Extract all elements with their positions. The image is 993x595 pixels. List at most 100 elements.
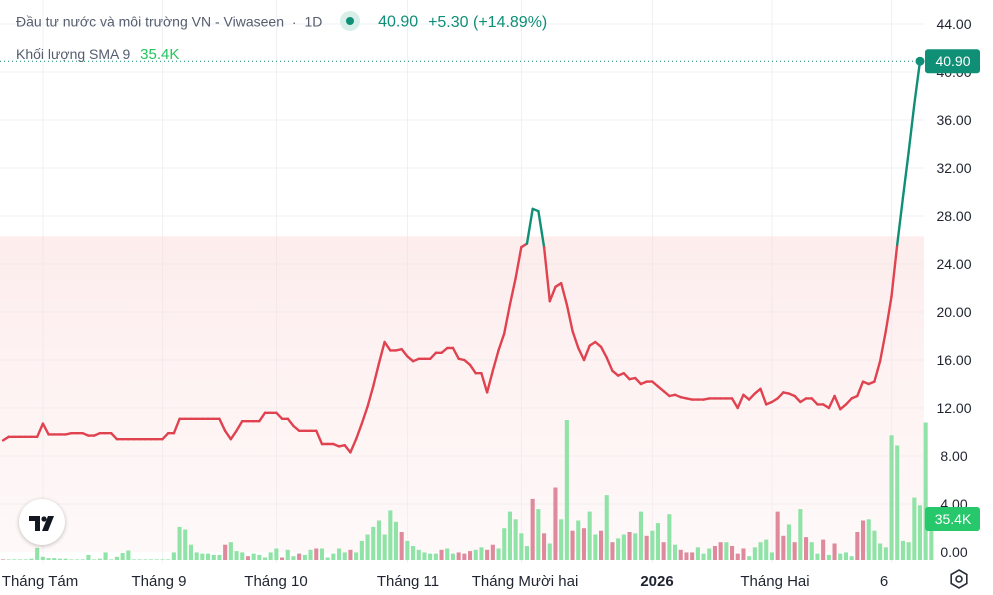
volume-bar bbox=[547, 543, 552, 560]
volume-bar bbox=[399, 532, 404, 560]
volume-bar bbox=[80, 559, 85, 560]
volume-bar bbox=[92, 559, 97, 560]
price-line-segment bbox=[747, 392, 756, 401]
volume-bar bbox=[285, 549, 290, 560]
price-line-segment bbox=[730, 397, 739, 410]
volume-bar bbox=[496, 548, 501, 560]
volume-bar bbox=[730, 546, 735, 560]
volume-bar bbox=[752, 547, 757, 560]
x-tick-label: 2026 bbox=[640, 573, 673, 590]
volume-bar bbox=[240, 552, 245, 560]
volume-bar bbox=[838, 553, 843, 560]
volume-label-bg bbox=[925, 507, 980, 531]
volume-bar bbox=[735, 553, 740, 560]
volume-bar bbox=[171, 552, 176, 560]
price-line-segment bbox=[742, 393, 751, 401]
volume-bar bbox=[245, 556, 250, 560]
x-tick-label: 6 bbox=[880, 573, 888, 590]
price-line-segment bbox=[497, 332, 506, 352]
price-line-segment bbox=[36, 422, 45, 438]
volume-bar bbox=[655, 523, 660, 560]
y-tick-label: 28.00 bbox=[936, 208, 971, 224]
volume-indicator-label[interactable]: Khối lượng SMA 9 bbox=[16, 46, 131, 62]
price-line-segment bbox=[599, 345, 608, 359]
volume-bar bbox=[405, 540, 410, 560]
price-line-segment bbox=[605, 356, 614, 372]
volume-bar bbox=[291, 556, 296, 560]
y-tick-label: 12.00 bbox=[936, 400, 971, 416]
volume-bar bbox=[297, 553, 302, 560]
price-line-segment bbox=[503, 303, 512, 335]
price-line-segment bbox=[218, 417, 227, 432]
volume-bar bbox=[200, 553, 205, 560]
volume-bar bbox=[194, 552, 199, 560]
volume-bar bbox=[524, 546, 529, 560]
price-line-segment bbox=[480, 372, 489, 394]
price-line-segment bbox=[776, 391, 785, 400]
volume-bar bbox=[319, 548, 324, 560]
price-line-segment bbox=[406, 355, 415, 363]
symbol-title[interactable]: Đầu tư nước và môi trường VN - Viwaseen bbox=[16, 13, 284, 30]
volume-bar bbox=[621, 534, 626, 560]
volume-bar bbox=[428, 553, 433, 560]
price-line-segment bbox=[839, 403, 848, 411]
volume-bar bbox=[678, 549, 683, 560]
price-line-segment bbox=[366, 385, 375, 408]
volume-bar bbox=[627, 532, 632, 560]
volume-bar bbox=[103, 552, 108, 560]
volume-bar bbox=[570, 530, 575, 560]
x-tick-label: Tháng Mười hai bbox=[472, 573, 579, 590]
gear-icon[interactable] bbox=[948, 568, 970, 590]
volume-bar bbox=[826, 554, 831, 560]
separator-dot: · bbox=[291, 13, 297, 30]
x-tick-label: Tháng Hai bbox=[740, 573, 809, 590]
volume-bar bbox=[536, 509, 541, 560]
price-line-segment bbox=[896, 196, 905, 247]
last-price-label: 40.90 bbox=[935, 53, 970, 69]
volume-bar bbox=[302, 554, 307, 560]
last-price-dot bbox=[915, 56, 925, 66]
volume-bar bbox=[587, 511, 592, 560]
volume-bar bbox=[593, 534, 598, 560]
price-line-segment bbox=[440, 346, 449, 354]
price-line-segment bbox=[622, 372, 631, 381]
volume-bar bbox=[872, 530, 877, 560]
volume-bar bbox=[274, 548, 279, 560]
volume-bar bbox=[354, 552, 359, 560]
volume-bar bbox=[530, 498, 535, 560]
volume-bar bbox=[616, 538, 621, 560]
volume-bar bbox=[86, 554, 91, 560]
price-line-segment bbox=[833, 394, 842, 411]
tradingview-logo-icon[interactable] bbox=[19, 499, 65, 545]
volume-bar bbox=[507, 511, 512, 560]
price-line-segment bbox=[451, 346, 460, 360]
volume-bar bbox=[769, 552, 774, 560]
volume-bar bbox=[661, 542, 666, 560]
price-line-segment bbox=[343, 444, 352, 454]
price-line-segment bbox=[485, 369, 494, 394]
volume-bar bbox=[542, 533, 547, 560]
volume-bar bbox=[18, 559, 23, 560]
volume-bar bbox=[35, 547, 40, 560]
volume-bar bbox=[695, 547, 700, 560]
volume-bar bbox=[40, 556, 45, 560]
price-line-segment bbox=[890, 243, 899, 298]
price-line-segment bbox=[400, 348, 409, 358]
price-line-segment bbox=[525, 207, 534, 245]
price-line-segment bbox=[907, 103, 916, 154]
price-line-segment bbox=[41, 422, 50, 436]
chart-legend-title-row: Đầu tư nước và môi trường VN - Viwaseen … bbox=[16, 11, 547, 33]
volume-bar bbox=[183, 529, 188, 560]
volume-bar bbox=[411, 546, 416, 560]
price-line-segment bbox=[377, 340, 386, 365]
interval-label[interactable]: 1D bbox=[304, 13, 323, 30]
y-tick-label: 44.00 bbox=[936, 16, 971, 32]
volume-indicator-value: 35.4K bbox=[140, 46, 180, 63]
volume-bar bbox=[52, 558, 57, 560]
y-tick-label: 16.00 bbox=[936, 352, 971, 368]
volume-bar bbox=[234, 551, 239, 560]
volume-value-label: 35.4K bbox=[935, 511, 972, 527]
x-tick-label: Tháng Tám bbox=[2, 573, 78, 590]
price-line-segment bbox=[793, 394, 802, 404]
